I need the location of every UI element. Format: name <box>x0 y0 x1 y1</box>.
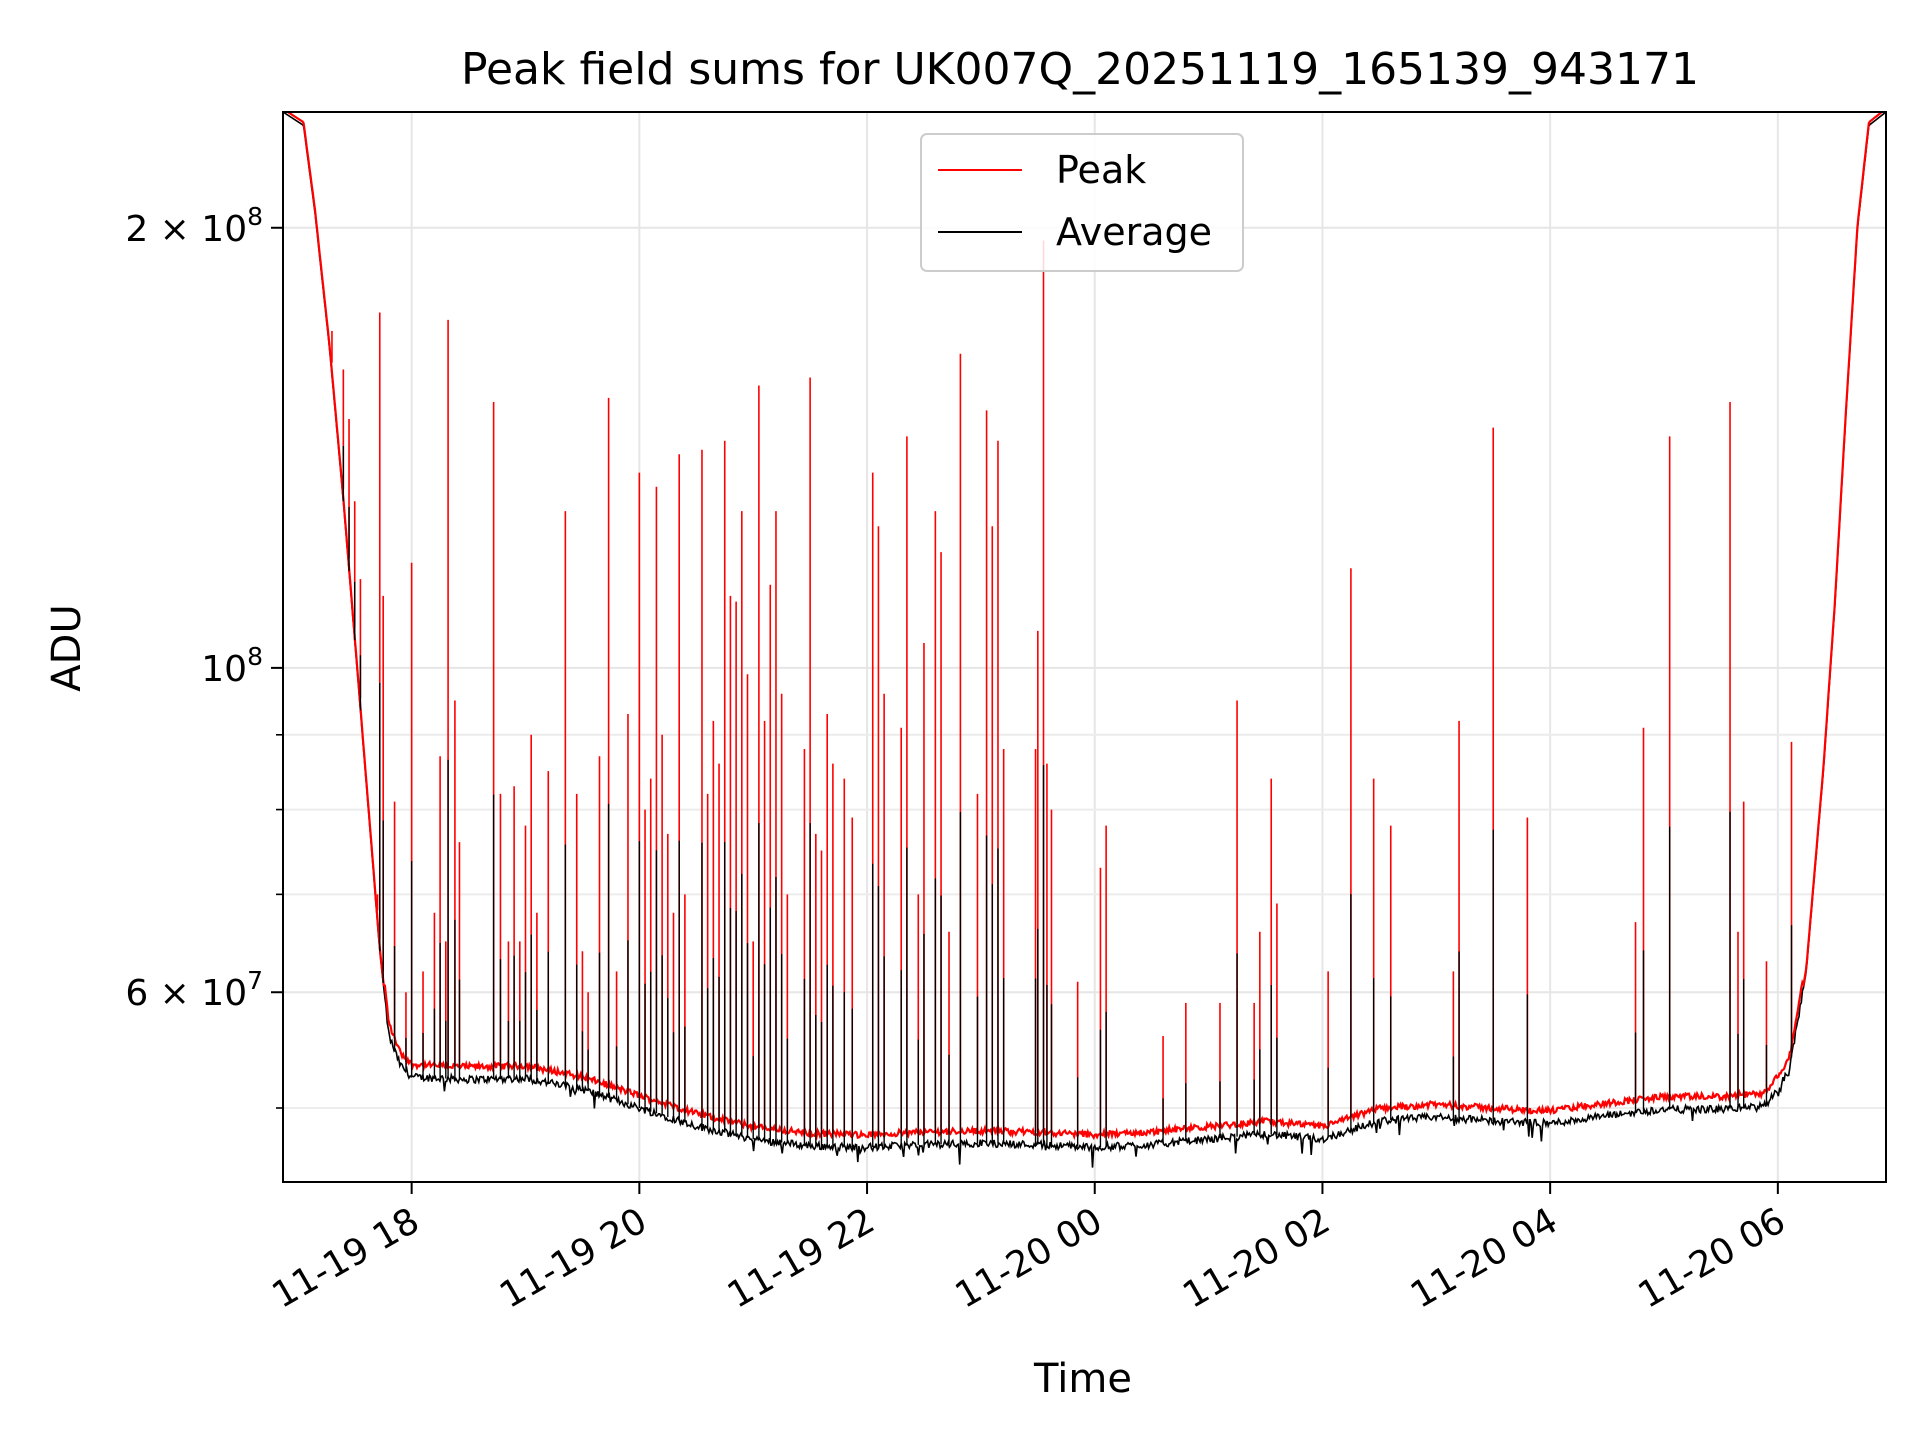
x-axis-label: Time <box>1033 1356 1132 1402</box>
y-tick-label-1: 108 <box>201 642 263 690</box>
legend-box <box>920 133 1244 272</box>
y-tick-label-2: 6 × 107 <box>125 966 263 1014</box>
y-tick-label-0: 2 × 108 <box>125 202 263 250</box>
grid-lines <box>283 112 1886 1182</box>
plot-frame <box>282 111 1887 1183</box>
peak-series-line <box>285 112 1884 1141</box>
average-spike-layer <box>342 445 1793 1148</box>
chart-title: Peak field sums for UK007Q_20251119_1651… <box>461 44 1699 95</box>
legend-peak-label: Peak <box>1056 148 1146 192</box>
legend: Peak Average <box>920 133 1244 272</box>
average-baseline-layer <box>283 112 1886 1168</box>
average-series-line <box>283 112 1886 1168</box>
y-axis-ticks: 2 × 108 108 6 × 107 <box>125 202 283 1109</box>
legend-average-label: Average <box>1056 210 1212 254</box>
y-axis-label: ADU <box>44 604 90 691</box>
